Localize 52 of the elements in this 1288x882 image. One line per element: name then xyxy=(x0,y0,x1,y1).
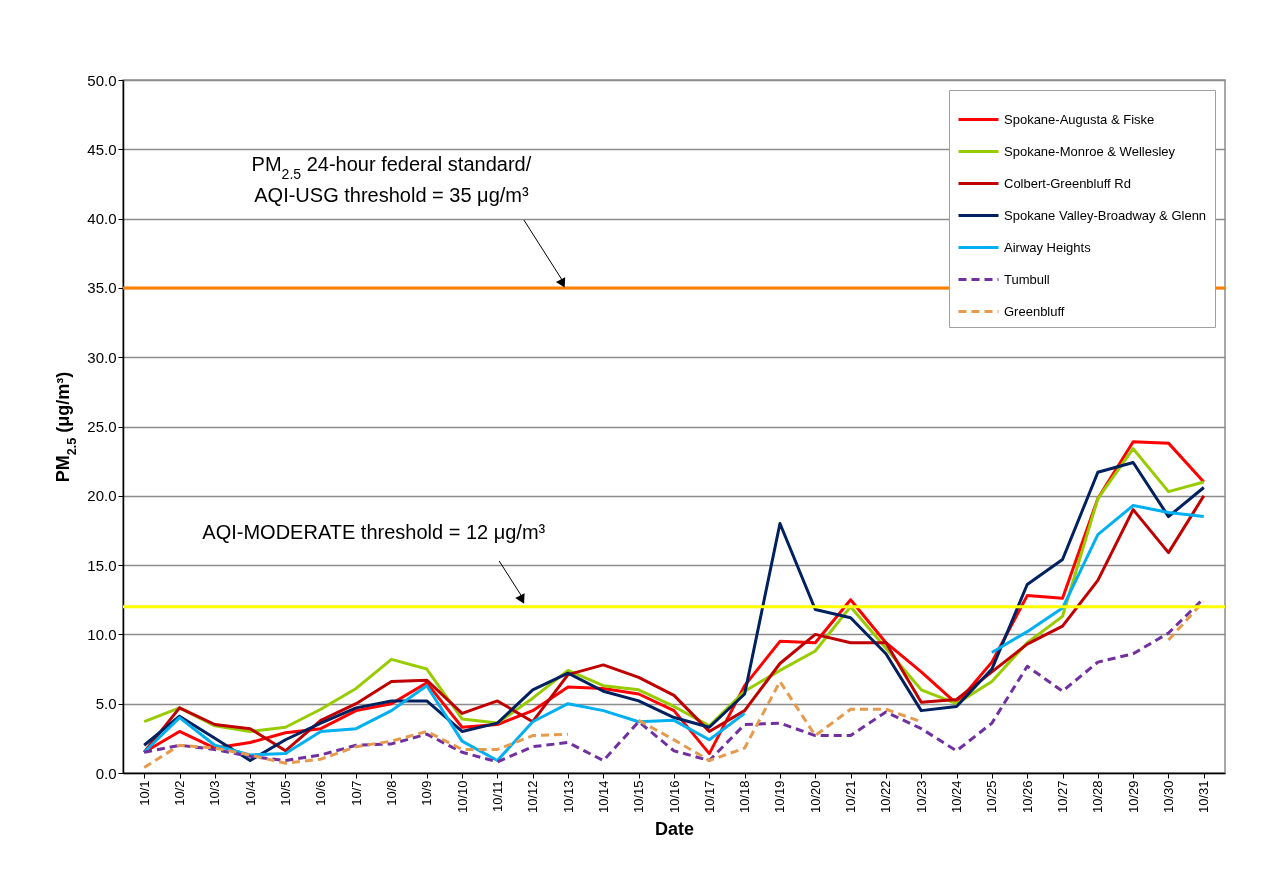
x-axis-title: Date xyxy=(654,819,695,840)
x-tick-label: 10/21 xyxy=(843,780,859,814)
x-tick-label: 10/30 xyxy=(1160,780,1176,814)
y-tick-label: 20.0 xyxy=(87,487,117,505)
x-tick-label: 10/3 xyxy=(207,780,223,806)
y-tick-label: 30.0 xyxy=(87,348,117,366)
legend-label: Spokane Valley-Broadway & Glenn xyxy=(1004,207,1207,223)
x-tick-label: 10/7 xyxy=(348,780,364,806)
legend-label: Tumbull xyxy=(1004,271,1050,287)
x-tick-label: 10/10 xyxy=(454,780,470,814)
x-tick-label: 10/27 xyxy=(1055,780,1071,814)
x-tick-label: 10/29 xyxy=(1125,780,1141,814)
y-tick-label: 40.0 xyxy=(87,210,117,228)
x-tick-label: 10/8 xyxy=(383,780,399,806)
x-tick-label: 10/2 xyxy=(172,780,188,806)
x-tick-label: 10/25 xyxy=(984,780,1000,814)
x-tick-label: 10/28 xyxy=(1090,780,1106,814)
x-tick-label: 10/23 xyxy=(913,780,929,814)
x-tick-label: 10/17 xyxy=(701,780,717,814)
ref-line-label: PM$_{2.5}$ 24-hour federal standard/ AQI-USG threshold = 35 μg/m³ xyxy=(251,152,532,207)
x-tick-label: 10/15 xyxy=(631,780,647,814)
y-tick-label: 35.0 xyxy=(87,279,117,297)
y-tick-label: 25.0 xyxy=(87,418,117,435)
x-tick-label: 10/1 xyxy=(136,780,152,806)
x-tick-label: 10/9 xyxy=(419,780,435,806)
legend-label: Greenbluff xyxy=(1004,303,1065,319)
x-tick-label: 10/16 xyxy=(666,780,682,814)
y-tick-label: 15.0 xyxy=(87,556,117,574)
x-tick-label: 10/14 xyxy=(595,780,611,814)
x-tick-label: 10/31 xyxy=(1196,780,1212,814)
x-tick-label: 10/13 xyxy=(560,780,576,814)
x-tick-label: 10/18 xyxy=(737,780,753,814)
x-tick-label: 10/5 xyxy=(277,780,293,806)
ref-line-label: AQI-MODERATE threshold = 12 μg/m³ xyxy=(202,521,546,544)
legend-label: Airway Heights xyxy=(1004,239,1092,255)
x-tick-label: 10/26 xyxy=(1019,780,1035,814)
x-tick-label: 10/11 xyxy=(489,780,505,813)
x-tick-label: 10/4 xyxy=(242,780,258,806)
y-tick-label: 0.0 xyxy=(95,764,117,782)
y-tick-label: 5.0 xyxy=(95,695,117,713)
y-tick-label: 45.0 xyxy=(87,140,117,158)
x-tick-label: 10/12 xyxy=(525,780,541,814)
legend-label: Colbert-Greenbluff Rd xyxy=(1004,175,1131,191)
x-tick-label: 10/22 xyxy=(878,780,894,814)
y-tick-label: 50.0 xyxy=(87,71,117,89)
x-tick-label: 10/6 xyxy=(313,780,329,806)
legend-label: Spokane-Monroe & Wellesley xyxy=(1004,143,1176,159)
x-tick-label: 10/19 xyxy=(772,780,788,814)
x-tick-label: 10/20 xyxy=(807,780,823,814)
y-tick-label: 10.0 xyxy=(87,625,117,643)
legend-label: Spokane-Augusta & Fiske xyxy=(1004,111,1155,127)
x-tick-label: 10/24 xyxy=(949,780,965,814)
